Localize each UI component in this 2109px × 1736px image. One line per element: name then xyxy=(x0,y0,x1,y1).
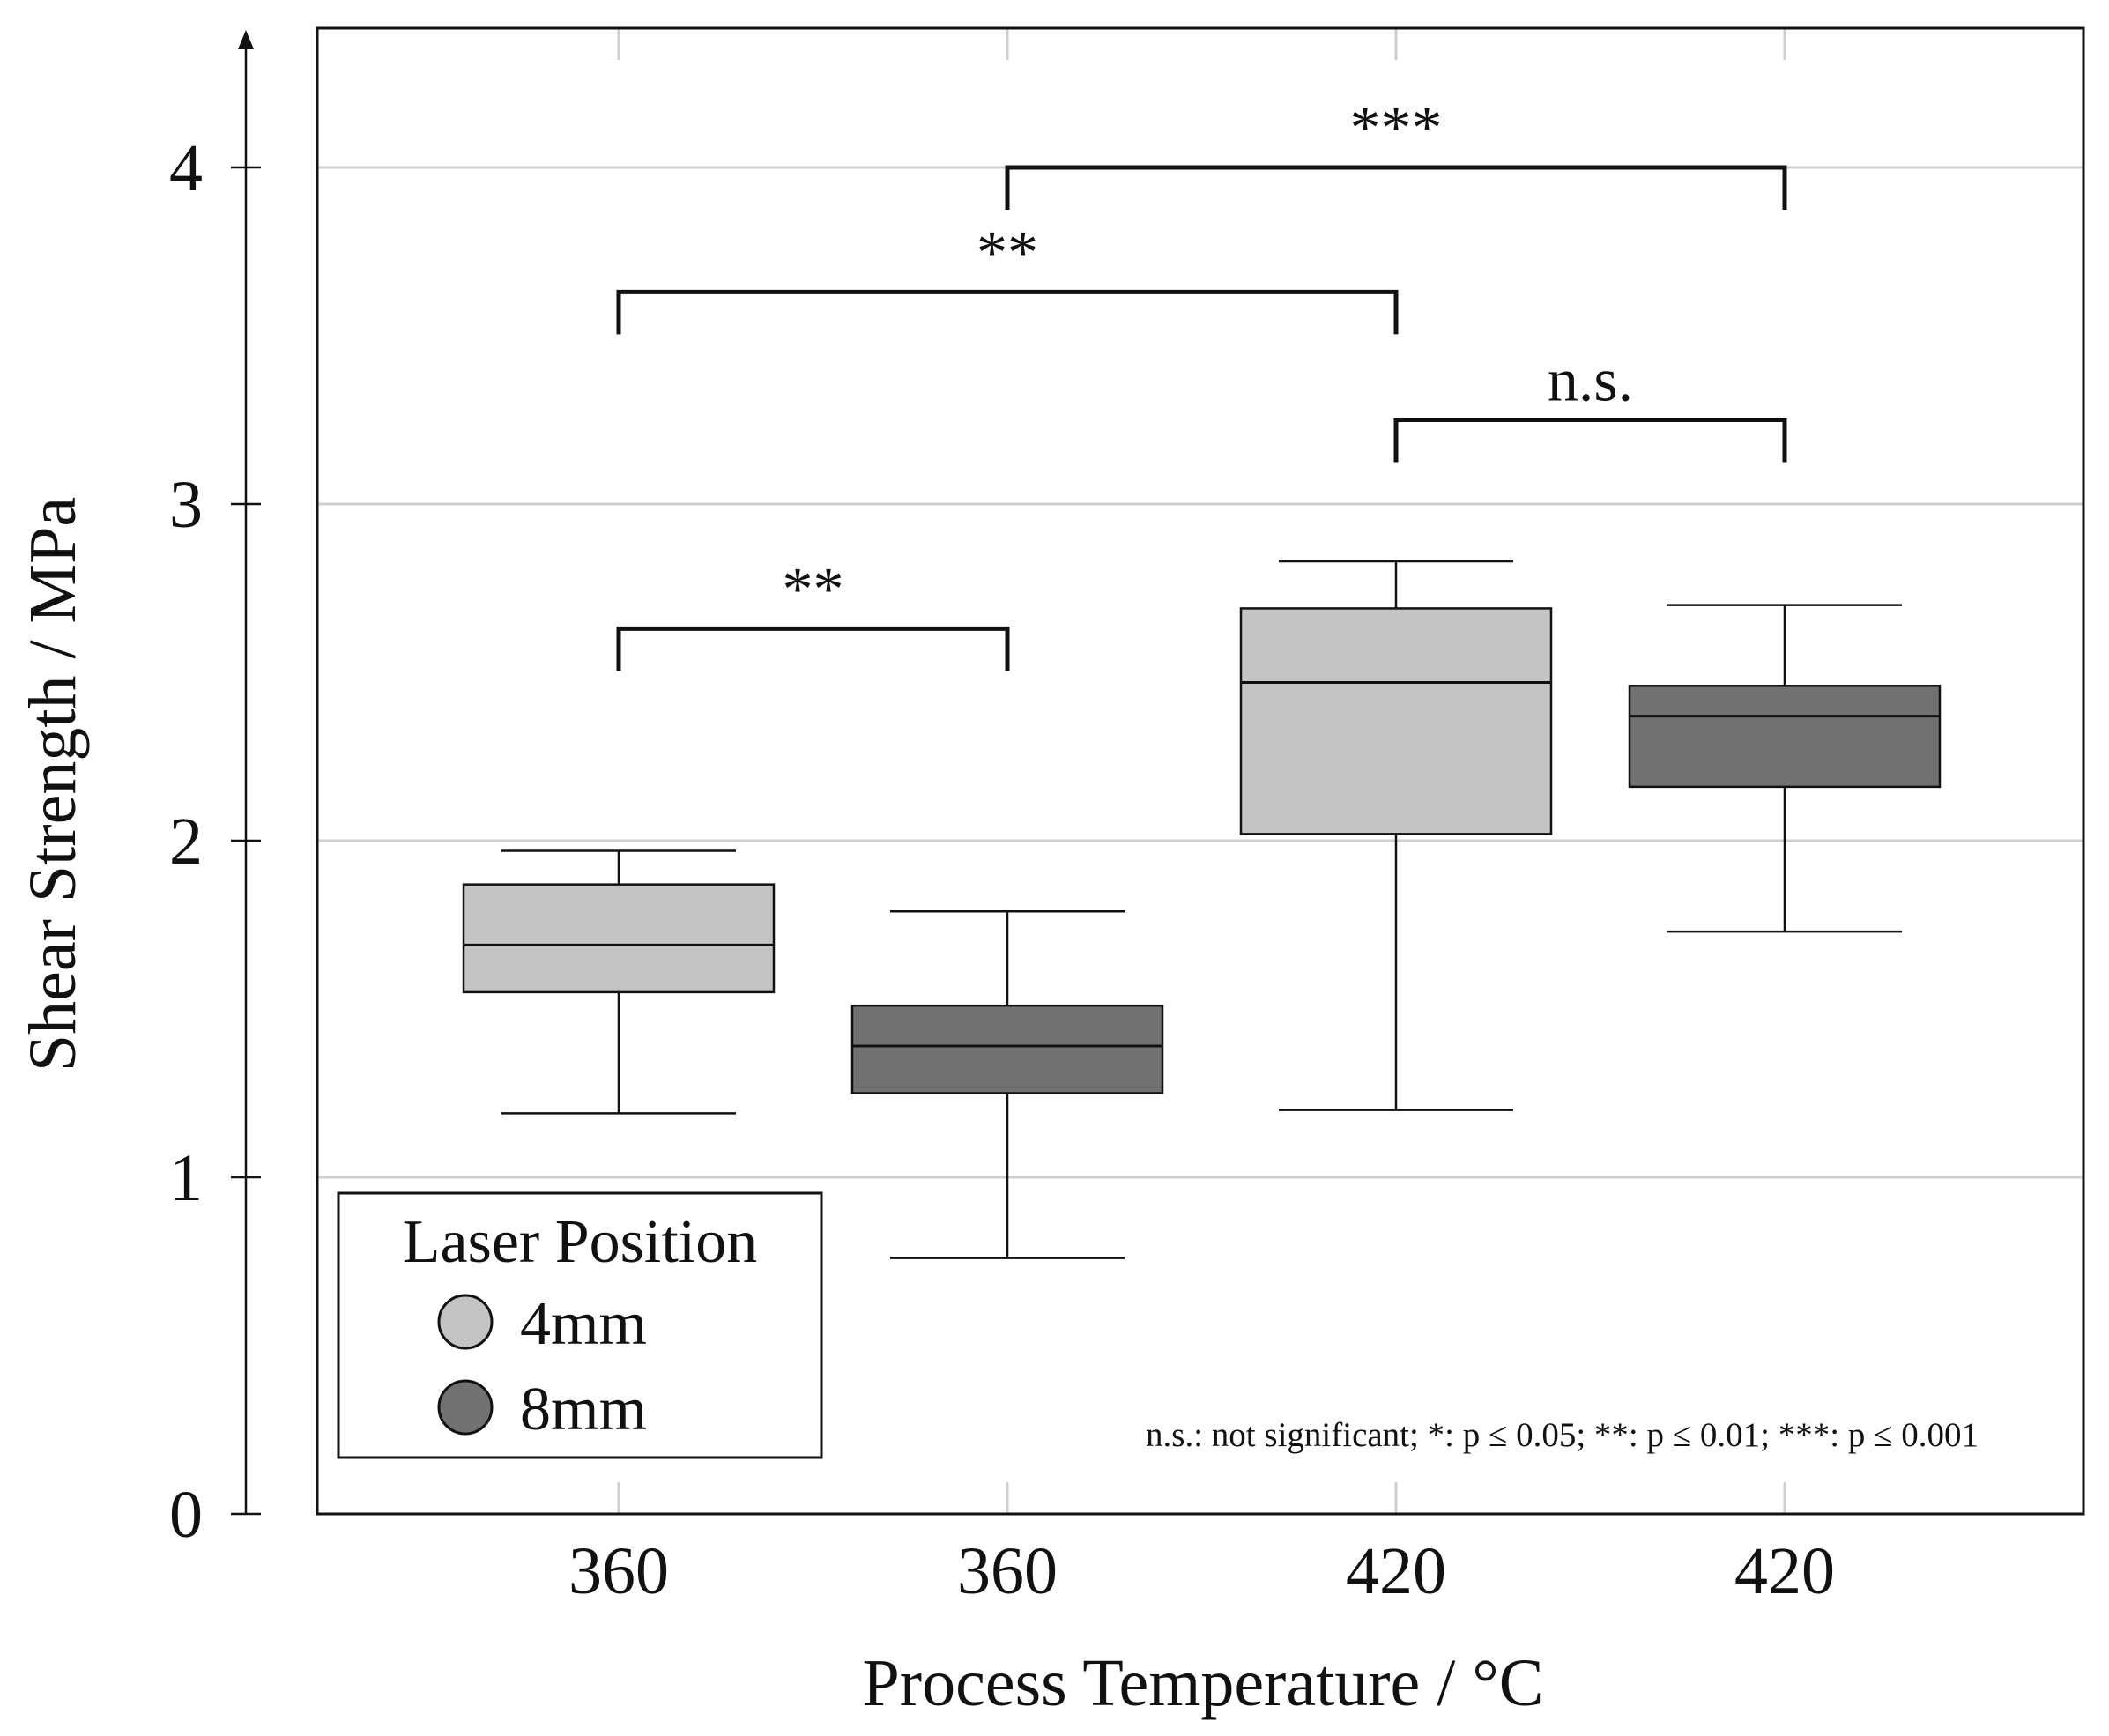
x-tick-label: 360 xyxy=(568,1534,669,1608)
box-series xyxy=(462,560,1942,1259)
x-tick-label: 420 xyxy=(1734,1534,1835,1608)
significance-label: *** xyxy=(1350,94,1443,162)
legend-swatch-4mm xyxy=(437,1294,494,1350)
box-8mm-360 xyxy=(850,909,1164,1259)
significance-bracket: *** xyxy=(1005,94,1787,210)
significance-label: ** xyxy=(783,555,844,623)
legend-label-4mm: 4mm xyxy=(520,1290,647,1358)
significance-label: ** xyxy=(977,219,1038,286)
legend-label-8mm: 8mm xyxy=(520,1376,647,1443)
grid-lines xyxy=(317,166,2083,1179)
significance-label: n.s. xyxy=(1548,347,1633,415)
legend-frame xyxy=(337,1191,823,1459)
legend-title: Laser Position xyxy=(403,1208,757,1276)
y-tick-label: 4 xyxy=(169,131,203,205)
y-tick-label: 3 xyxy=(169,468,203,542)
x-tick-labels: 360 360 420 420 xyxy=(568,1534,1835,1608)
x-grid-lines xyxy=(617,28,1786,1514)
bracket-line xyxy=(616,626,1010,671)
y-tick-label: 2 xyxy=(169,805,203,879)
significance-brackets: ** ** n.s. *** xyxy=(616,94,1787,671)
y-tick-label: 1 xyxy=(169,1141,203,1215)
y-axis-label: Shear Strength / MPa xyxy=(16,497,90,1072)
box-8mm-420 xyxy=(1628,604,1942,933)
y-axis-arrowhead xyxy=(238,30,254,49)
x-tick-label: 360 xyxy=(957,1534,1058,1608)
bracket-line xyxy=(1005,165,1787,210)
significance-footnote: n.s.: not significant; *: p ≤ 0.05; **: … xyxy=(1146,1416,1979,1454)
bracket-line xyxy=(616,289,1399,335)
y-axis: 0 1 2 3 4 xyxy=(169,30,261,1552)
interquartile-box xyxy=(850,1004,1164,1094)
significance-bracket: n.s. xyxy=(1393,347,1787,463)
legend-swatch-8mm xyxy=(437,1379,494,1436)
significance-bracket: ** xyxy=(616,219,1399,335)
box-4mm-420 xyxy=(1239,560,1553,1111)
x-tick-label: 420 xyxy=(1346,1534,1446,1608)
x-axis-label: Process Temperature / °C xyxy=(863,1646,1544,1720)
interquartile-box xyxy=(462,883,776,994)
bracket-line xyxy=(1393,418,1787,463)
significance-bracket: ** xyxy=(616,555,1010,671)
box-4mm-360 xyxy=(462,849,776,1115)
interquartile-box xyxy=(1239,607,1553,835)
legend: Laser Position 4mm 8mm xyxy=(337,1191,823,1459)
plot-frame xyxy=(316,26,2085,1516)
interquartile-box xyxy=(1628,685,1942,789)
y-tick-label: 0 xyxy=(169,1478,203,1552)
